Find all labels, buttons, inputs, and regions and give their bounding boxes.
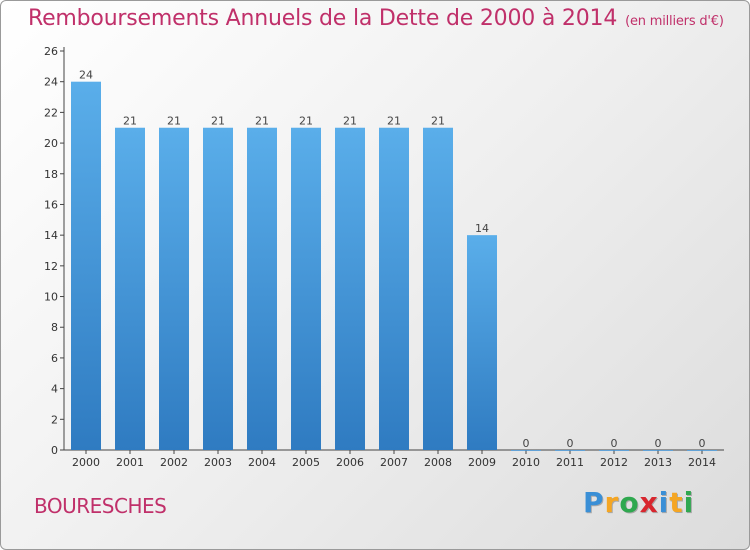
x-tick-label: 2004 <box>248 456 276 469</box>
logo-letter: i <box>683 486 695 519</box>
x-tick-label: 2005 <box>292 456 320 469</box>
data-label: 24 <box>79 69 93 82</box>
data-label: 21 <box>255 115 269 128</box>
x-tick-label: 2007 <box>380 456 408 469</box>
x-tick-label: 2003 <box>204 456 232 469</box>
x-tick-label: 2011 <box>556 456 584 469</box>
data-label: 0 <box>523 437 530 450</box>
y-tick-label: 0 <box>51 444 58 457</box>
x-tick-label: 2001 <box>116 456 144 469</box>
y-tick-label: 8 <box>51 321 58 334</box>
y-tick-label: 18 <box>44 168 58 181</box>
x-tick-label: 2002 <box>160 456 188 469</box>
bar <box>115 127 145 450</box>
logo-letter: t <box>669 486 684 519</box>
data-label: 0 <box>655 437 662 450</box>
bar <box>203 127 233 450</box>
bar <box>159 127 189 450</box>
data-label: 0 <box>611 437 618 450</box>
data-label: 21 <box>431 115 445 128</box>
y-tick-label: 26 <box>44 45 58 58</box>
logo-letter: i <box>658 486 670 519</box>
y-tick-label: 16 <box>44 198 58 211</box>
logo-letter: P <box>583 486 605 519</box>
x-tick-label: 2000 <box>72 456 100 469</box>
y-tick-label: 24 <box>44 76 58 89</box>
data-label: 21 <box>387 115 401 128</box>
y-tick-label: 6 <box>51 352 58 365</box>
bar <box>555 450 585 451</box>
bar <box>511 450 541 451</box>
bar <box>467 235 497 450</box>
bar <box>643 450 673 451</box>
bar <box>379 127 409 450</box>
y-tick-label: 10 <box>44 291 58 304</box>
bar <box>335 127 365 450</box>
bar <box>687 450 717 451</box>
x-tick-label: 2009 <box>468 456 496 469</box>
chart-subtitle: (en milliers d'€) <box>625 14 724 29</box>
bar <box>291 127 321 450</box>
bar <box>599 450 629 451</box>
x-tick-label: 2010 <box>512 456 540 469</box>
data-label: 21 <box>299 115 313 128</box>
x-tick-label: 2013 <box>644 456 672 469</box>
logo-letter: o <box>619 486 640 519</box>
data-label: 14 <box>475 222 489 235</box>
y-tick-label: 22 <box>44 106 58 119</box>
data-label: 21 <box>123 115 137 128</box>
bar <box>71 81 101 450</box>
data-label: 0 <box>567 437 574 450</box>
chart-title: Remboursements Annuels de la Dette de 20… <box>28 6 724 31</box>
data-label: 0 <box>699 437 706 450</box>
bar <box>247 127 277 450</box>
y-tick-label: 4 <box>51 383 58 396</box>
commune-name: BOURESCHES <box>34 494 167 518</box>
proxiti-logo: Proxiti <box>583 486 694 519</box>
logo-letter: r <box>604 486 620 519</box>
data-label: 21 <box>167 115 181 128</box>
y-tick-label: 14 <box>44 229 58 242</box>
x-tick-label: 2012 <box>600 456 628 469</box>
x-tick-label: 2008 <box>424 456 452 469</box>
bar <box>423 127 453 450</box>
y-tick-label: 2 <box>51 413 58 426</box>
x-tick-label: 2006 <box>336 456 364 469</box>
y-tick-label: 20 <box>44 137 58 150</box>
chart-title-text: Remboursements Annuels de la Dette de 20… <box>28 6 618 31</box>
y-tick-label: 12 <box>44 260 58 273</box>
data-label: 21 <box>211 115 225 128</box>
logo-letter: x <box>639 486 659 519</box>
x-tick-label: 2014 <box>688 456 716 469</box>
data-label: 21 <box>343 115 357 128</box>
